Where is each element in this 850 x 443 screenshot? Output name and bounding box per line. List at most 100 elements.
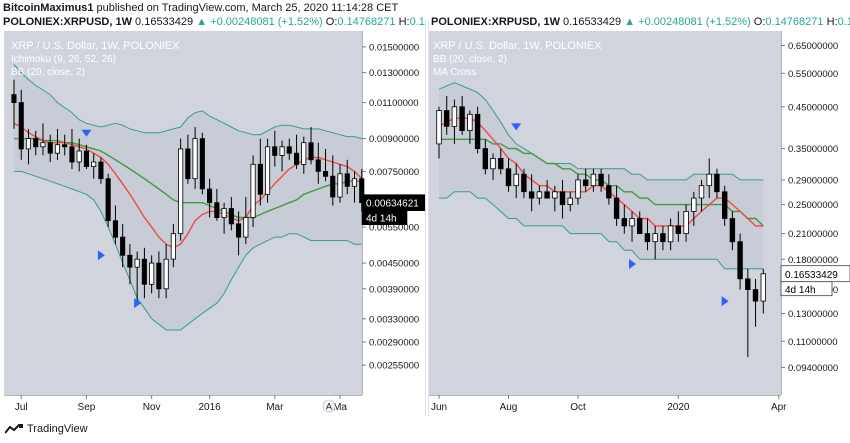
candle <box>243 197 249 245</box>
candle <box>683 204 689 242</box>
y-tick-label: 0.01500000 <box>369 42 419 53</box>
candle <box>257 138 263 206</box>
candle <box>667 218 674 251</box>
candle <box>163 244 169 299</box>
down-arrow-icon <box>81 129 92 137</box>
right-price: 0.16533429 <box>563 16 622 28</box>
bb-lower-line <box>439 191 764 270</box>
right-legend-ma-cross[interactable]: MA Cross <box>433 67 477 78</box>
candle-body-up <box>760 273 766 302</box>
candle <box>91 153 97 179</box>
candle-body-up <box>683 210 689 234</box>
candle <box>250 155 256 228</box>
candle-body-down <box>83 150 90 168</box>
candle-body-up <box>567 197 573 206</box>
left-legend-ichimoku[interactable]: Ichimoku (9, 26, 52, 26) <box>11 54 117 65</box>
left-legend-bb[interactable]: BB (20, close, 2) <box>11 67 85 78</box>
candle-body-up <box>250 163 256 218</box>
candle <box>272 130 278 167</box>
candle-body-down <box>660 233 666 243</box>
candle-body-up <box>467 113 473 132</box>
candle <box>590 168 597 192</box>
candle <box>474 106 481 154</box>
bb-upper-line <box>13 64 362 140</box>
left-symbol: POLONIEX:XRPUSD, 1W <box>3 16 132 28</box>
x-tick-label: Jun <box>431 402 447 413</box>
candle <box>575 174 581 205</box>
countdown-label: 4d 14h <box>785 285 816 296</box>
candle-body-down <box>714 173 720 193</box>
candle-body-down <box>675 225 681 234</box>
candle-body-down <box>62 144 68 148</box>
author-name[interactable]: BitcoinMaximus1 <box>3 2 94 14</box>
publish-line: BitcoinMaximus1 published on TradingView… <box>3 2 398 15</box>
candle <box>567 191 573 212</box>
candle-body-up <box>590 173 597 187</box>
candle <box>544 179 550 199</box>
candle-body-up <box>54 144 60 154</box>
candle-body-up <box>91 161 97 167</box>
x-tick-label: 2016 <box>198 402 221 413</box>
y-tick-label: 0.00390000 <box>369 284 419 295</box>
candle <box>582 168 589 192</box>
candle-body-up <box>667 225 674 243</box>
candle <box>636 211 643 235</box>
left-chart[interactable]: 0.01500000 0.01300000 0.01100000 0.00900000… <box>4 31 425 415</box>
left-h-value: 0.17151104 <box>409 16 425 28</box>
y-tick-label: 0.00750000 <box>369 167 419 178</box>
left-ohlc-line: POLONIEX:XRPUSD, 1W 0.16533429 ▲ +0.0024… <box>3 16 425 29</box>
right-arrow-icon <box>721 296 729 307</box>
candle <box>279 140 285 172</box>
candle <box>322 148 329 182</box>
candle-body-down <box>330 175 336 198</box>
candle <box>11 79 17 129</box>
candle <box>552 185 558 212</box>
down-arrow-icon <box>511 123 522 131</box>
y-tick-label: 0.00290000 <box>369 338 419 349</box>
candle-body-up <box>76 150 82 163</box>
candle-body-down <box>745 278 751 290</box>
right-chart[interactable]: 0.65000000 0.55000000 0.45000000 0.35000000… <box>429 31 850 415</box>
candle-body-down <box>199 138 205 190</box>
candle-body-down <box>344 173 350 187</box>
candle <box>436 106 442 159</box>
candle <box>613 185 620 226</box>
candle <box>621 204 627 234</box>
candle-body-up <box>243 217 249 238</box>
candle-body-down <box>721 191 728 219</box>
candle <box>660 225 666 251</box>
candle-body-up <box>629 218 635 227</box>
candle <box>528 174 535 212</box>
y-tick-label: 0.35000000 <box>788 144 838 155</box>
candle <box>745 268 751 358</box>
countdown-box <box>780 281 833 297</box>
right-h-label: H: <box>826 16 838 28</box>
candle-body-down <box>621 218 627 227</box>
candle <box>264 138 271 203</box>
candle <box>629 211 635 242</box>
x-tick-label: Oct <box>570 402 586 413</box>
candle <box>467 110 473 144</box>
candle <box>308 127 314 165</box>
tradingview-logo-icon <box>4 423 23 434</box>
right-legend-bb[interactable]: BB (20, close, 2) <box>433 54 507 65</box>
y-tick-label: 0.01100000 <box>369 98 419 109</box>
right-symbol: POLONIEX:XRPUSD, 1W <box>431 16 560 28</box>
candle <box>120 223 126 268</box>
candle <box>76 138 82 172</box>
candle <box>721 185 728 226</box>
candle <box>127 244 133 285</box>
candle-body-down <box>644 233 651 243</box>
candle <box>737 233 743 290</box>
candle <box>644 218 651 251</box>
candle <box>459 96 465 135</box>
y-tick-label: 0.09400000 <box>788 363 838 374</box>
candle <box>344 159 350 195</box>
candle-body-down <box>228 208 234 225</box>
candle-body-down <box>98 161 104 180</box>
left-legend-title: XRP / U.S. Dollar, 1W, POLONIEX <box>11 40 180 52</box>
candle <box>691 191 697 226</box>
candle-body-down <box>257 163 263 195</box>
candle-body-up <box>552 191 558 199</box>
tradingview-brand[interactable]: TradingView <box>27 423 88 435</box>
